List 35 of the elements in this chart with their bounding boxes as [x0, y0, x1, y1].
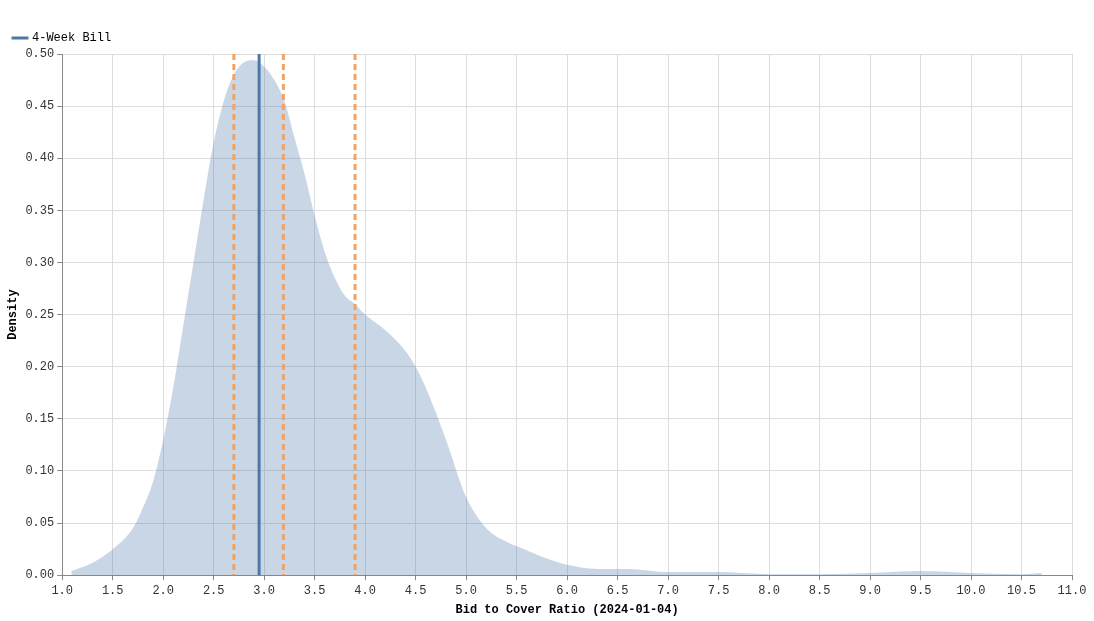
x-tick-label: 2.5 [202, 583, 225, 598]
x-tick-label: 7.5 [707, 583, 730, 598]
x-tick-label: 11.0 [1057, 583, 1087, 598]
x-tick-label: 5.5 [505, 583, 528, 598]
x-tick-label: 2.0 [152, 583, 174, 598]
y-tick-label: 0.35 [25, 203, 55, 218]
x-tick-label: 4.0 [354, 583, 376, 598]
y-tick-label: 0.45 [25, 99, 55, 114]
x-tick-label: 1.0 [51, 583, 74, 598]
y-tick-label: 0.10 [25, 464, 55, 479]
y-axis-title: Density [6, 289, 21, 340]
y-tick-label: 0.25 [25, 307, 55, 322]
y-tick-label: 0.50 [25, 47, 55, 62]
x-tick-label: 10.0 [956, 583, 986, 598]
x-tick-label: 8.0 [758, 583, 780, 598]
y-tick-label: 0.40 [25, 151, 55, 166]
x-tick-label: 1.5 [101, 583, 124, 598]
y-tick-label: 0.30 [25, 255, 55, 270]
x-tick-label: 6.5 [606, 583, 629, 598]
x-axis-title: Bid to Cover Ratio (2024-01-04) [455, 602, 679, 617]
x-tick-label: 4.5 [404, 583, 427, 598]
x-tick-label: 7.0 [657, 583, 679, 598]
x-tick-label: 9.0 [859, 583, 881, 598]
x-tick-label: 10.5 [1007, 583, 1036, 598]
x-tick-label: 5.0 [455, 583, 477, 598]
y-tick-label: 0.15 [25, 412, 55, 427]
x-tick-label: 3.0 [253, 583, 275, 598]
x-tick-label: 9.5 [909, 583, 932, 598]
legend-label: 4-Week Bill [32, 31, 112, 46]
x-tick-label: 8.5 [808, 583, 831, 598]
x-tick-label: 6.0 [556, 583, 578, 598]
y-tick-label: 0.20 [25, 359, 55, 374]
x-tick-label: 3.5 [303, 583, 326, 598]
y-tick-label: 0.00 [25, 568, 55, 583]
y-tick-label: 0.05 [25, 516, 55, 531]
